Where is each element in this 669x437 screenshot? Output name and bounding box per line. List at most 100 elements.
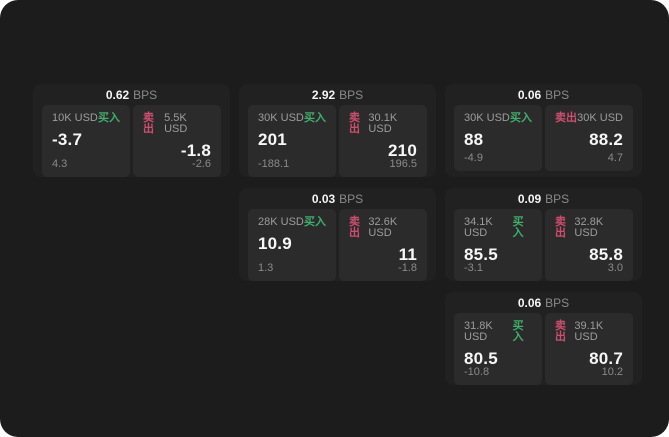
sell-tag: 卖出 <box>143 112 154 135</box>
buy-price: 88 <box>464 130 484 149</box>
sell-tile-header: 卖出 5.5K USD <box>143 113 211 135</box>
bps-unit: BPS <box>133 87 158 102</box>
sell-price: 80.7 <box>589 349 623 368</box>
sell-price: 210 <box>388 141 417 160</box>
quote-card: 0.06 BPS 30K USD 买入 88 -4.9 卖出 30K USD <box>445 84 642 177</box>
bps-header: 0.62 BPS <box>33 84 230 105</box>
bps-unit: BPS <box>545 191 570 206</box>
sell-quote-tile[interactable]: 卖出 32.8K USD 85.8 3.0 <box>545 209 633 281</box>
buy-tag: 买入 <box>512 320 524 343</box>
sell-quote-tile[interactable]: 卖出 30K USD 88.2 4.7 <box>545 105 633 171</box>
buy-sub-value: -10.8 <box>464 366 490 378</box>
buy-amount-label: 28K USD <box>258 216 304 228</box>
bps-header: 0.06 BPS <box>445 292 642 313</box>
sell-price: 88.2 <box>589 130 623 149</box>
sell-tag: 卖出 <box>555 112 577 124</box>
bps-value: 0.06 <box>517 87 542 102</box>
quote-card-body: 28K USD 买入 10.9 1.3 卖出 32.6K USD 11 -1.8 <box>239 209 436 281</box>
buy-tag: 买入 <box>98 112 120 124</box>
buy-amount-label: 34.1K USD <box>464 216 493 239</box>
bps-value: 0.62 <box>105 87 130 102</box>
bps-unit: BPS <box>339 191 364 206</box>
buy-quote-tile[interactable]: 30K USD 买入 201 -188.1 <box>248 105 336 177</box>
sell-sub-value: 196.5 <box>389 158 417 170</box>
bps-value: 0.09 <box>517 191 542 206</box>
buy-tag: 买入 <box>304 216 326 228</box>
quote-card-body: 30K USD 买入 201 -188.1 卖出 30.1K USD 210 1… <box>239 105 436 177</box>
buy-tile-header: 30K USD 买入 <box>464 113 532 124</box>
buy-sub-value: 1.3 <box>258 262 274 274</box>
buy-tile-header: 34.1K USD 买入 <box>464 217 532 239</box>
buy-quote-tile[interactable]: 30K USD 买入 88 -4.9 <box>454 105 542 171</box>
quote-card: 0.03 BPS 28K USD 买入 10.9 1.3 卖出 32.6K US… <box>239 188 436 281</box>
buy-amount-label: 10K USD <box>52 112 98 124</box>
buy-amount-label: 31.8K USD <box>464 320 493 343</box>
buy-tile-header: 10K USD 买入 <box>52 113 120 124</box>
quote-card-body: 31.8K USD 买入 80.5 -10.8 卖出 39.1K USD 80.… <box>445 313 642 385</box>
buy-price: 10.9 <box>258 234 292 253</box>
buy-quote-tile[interactable]: 31.8K USD 买入 80.5 -10.8 <box>454 313 542 385</box>
buy-tile-header: 31.8K USD 买入 <box>464 321 532 343</box>
sell-amount-label: 32.6K USD <box>368 216 398 239</box>
buy-sub-value: 4.3 <box>52 158 68 170</box>
sell-price: 85.8 <box>589 245 623 264</box>
buy-sub-value: -188.1 <box>258 158 290 170</box>
buy-quote-tile[interactable]: 28K USD 买入 10.9 1.3 <box>248 209 336 281</box>
sell-quote-tile[interactable]: 卖出 39.1K USD 80.7 10.2 <box>545 313 633 385</box>
bps-value: 0.06 <box>517 295 542 310</box>
sell-price: 11 <box>398 245 417 264</box>
bps-header: 0.09 BPS <box>445 188 642 209</box>
bps-unit: BPS <box>545 295 570 310</box>
sell-tag: 卖出 <box>349 216 360 239</box>
buy-tag: 买入 <box>512 216 524 239</box>
buy-price: 85.5 <box>464 245 498 264</box>
sell-tile-header: 卖出 39.1K USD <box>555 321 623 343</box>
sell-amount-label: 30K USD <box>577 112 623 124</box>
sell-quote-tile[interactable]: 卖出 30.1K USD 210 196.5 <box>339 105 427 177</box>
buy-tile-header: 28K USD 买入 <box>258 217 326 228</box>
buy-amount-label: 30K USD <box>258 112 304 124</box>
buy-tile-header: 30K USD 买入 <box>258 113 326 124</box>
bps-value: 2.92 <box>311 87 336 102</box>
buy-tag: 买入 <box>304 112 326 124</box>
bps-header: 2.92 BPS <box>239 84 436 105</box>
sell-amount-label: 30.1K USD <box>368 112 398 135</box>
sell-tile-header: 卖出 30K USD <box>555 113 623 124</box>
buy-price: 201 <box>258 130 287 149</box>
quote-card-grid: 0.62 BPS 10K USD 买入 -3.7 4.3 卖出 5.5K USD <box>33 84 642 385</box>
sell-amount-label: 32.8K USD <box>574 216 604 239</box>
quote-card-body: 30K USD 买入 88 -4.9 卖出 30K USD 88.2 4.7 <box>445 105 642 177</box>
buy-price: -3.7 <box>52 130 83 149</box>
sell-tile-header: 卖出 30.1K USD <box>349 113 417 135</box>
quote-card: 0.06 BPS 31.8K USD 买入 80.5 -10.8 卖出 39.1… <box>445 292 642 385</box>
buy-price: 80.5 <box>464 349 498 368</box>
sell-tag: 卖出 <box>555 216 566 239</box>
quote-card-body: 34.1K USD 买入 85.5 -3.1 卖出 32.8K USD 85.8… <box>445 209 642 281</box>
buy-tag: 买入 <box>510 112 532 124</box>
buy-quote-tile[interactable]: 34.1K USD 买入 85.5 -3.1 <box>454 209 542 281</box>
bps-unit: BPS <box>545 87 570 102</box>
buy-quote-tile[interactable]: 10K USD 买入 -3.7 4.3 <box>42 105 130 177</box>
quote-card: 0.62 BPS 10K USD 买入 -3.7 4.3 卖出 5.5K USD <box>33 84 230 177</box>
sell-sub-value: -1.8 <box>398 262 417 274</box>
bps-header: 0.06 BPS <box>445 84 642 105</box>
sell-price: -1.8 <box>180 141 211 160</box>
sell-tag: 卖出 <box>349 112 360 135</box>
buy-sub-value: -3.1 <box>464 262 483 274</box>
quote-card: 0.09 BPS 34.1K USD 买入 85.5 -3.1 卖出 32.8K… <box>445 188 642 281</box>
sell-quote-tile[interactable]: 卖出 5.5K USD -1.8 -2.6 <box>133 105 221 177</box>
bps-value: 0.03 <box>311 191 336 206</box>
sell-sub-value: -2.6 <box>192 158 211 170</box>
sell-amount-label: 5.5K USD <box>164 112 188 135</box>
sell-quote-tile[interactable]: 卖出 32.6K USD 11 -1.8 <box>339 209 427 281</box>
sell-amount-label: 39.1K USD <box>574 320 604 343</box>
quote-card-body: 10K USD 买入 -3.7 4.3 卖出 5.5K USD -1.8 -2.… <box>33 105 230 177</box>
bps-unit: BPS <box>339 87 364 102</box>
sell-tile-header: 卖出 32.6K USD <box>349 217 417 239</box>
sell-tile-header: 卖出 32.8K USD <box>555 217 623 239</box>
sell-sub-value: 3.0 <box>607 262 623 274</box>
buy-sub-value: -4.9 <box>464 152 483 164</box>
buy-amount-label: 30K USD <box>464 112 510 124</box>
bps-header: 0.03 BPS <box>239 188 436 209</box>
